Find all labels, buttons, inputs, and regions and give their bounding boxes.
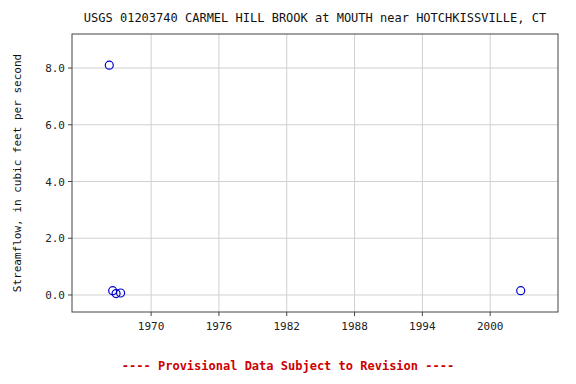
x-grid-line [490,34,491,312]
y-tick [68,68,72,69]
x-grid-line [151,34,152,312]
x-tick [354,312,355,316]
y-tick-label: 8.0 [45,62,65,75]
title: USGS 01203740 CARMEL HILL BROOK at MOUTH… [84,11,546,25]
point [117,289,125,297]
y-grid-line [72,294,558,295]
y-tick [68,294,72,295]
x-tick-label: 1982 [273,320,300,333]
point [105,61,113,69]
y-tick [68,238,72,239]
y-grid-line [72,181,558,182]
x-tick [490,312,491,316]
x-tick-label: 1988 [341,320,368,333]
x-tick [218,312,219,316]
x-tick-label: 2000 [477,320,504,333]
y-tick [68,181,72,182]
x-tick [286,312,287,316]
plot-background [72,34,558,312]
x-tick-label: 1976 [206,320,233,333]
y-tick-label: 4.0 [45,176,65,189]
chart: 1970 1976 1982 1988 1994 2000 0.0 2.0 4.0 6.0 8.0 U… [0,0,576,384]
annotation: ---- Provisional Data Subject to Revisio… [122,359,454,373]
x-tick [151,312,152,316]
grid [72,34,558,312]
y-grid-line [72,238,558,239]
x-grid-line [286,34,287,312]
x-tick [422,312,423,316]
y-tick-label: 2.0 [45,232,65,245]
points [105,61,524,297]
y-grid-line [72,68,558,69]
y-tick [68,124,72,125]
y-tick-label: 6.0 [45,119,65,132]
point [517,287,525,295]
axes: 1970 1976 1982 1988 1994 2000 0.0 2.0 4.0 6.0 8.0 [45,62,503,333]
x-tick-label: 1970 [138,320,165,333]
y-tick-label: 0.0 [45,289,65,302]
x-grid-line [354,34,355,312]
x-grid-line [422,34,423,312]
y-axis-label: Streamflow, in cubic feet per second [11,54,24,292]
x-grid-line [218,34,219,312]
x-tick-label: 1994 [409,320,436,333]
y-grid-line [72,124,558,125]
plot-frame [72,34,558,312]
